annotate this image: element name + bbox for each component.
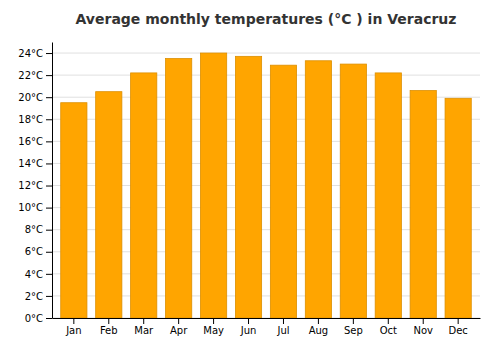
- chart-svg: 0°C 2°C 4°C 6°C 8°C 10°C 12°C 14°C 16°C 18°C 20°C 2…: [0, 0, 500, 350]
- tick: Oct: [380, 318, 397, 336]
- tick: 10°C: [18, 202, 52, 213]
- tick-label: Aug: [309, 325, 329, 336]
- bar: [61, 103, 87, 318]
- tick-mark: [46, 318, 52, 319]
- tick-label: 20°C: [18, 92, 43, 103]
- tick: 20°C: [18, 92, 52, 103]
- tick-mark: [73, 318, 74, 324]
- tick-mark: [353, 318, 354, 324]
- tick-mark: [458, 318, 459, 324]
- x-axis: Jan Feb Mar Apr May Jun Jul Aug Sep Oct Nov Dec: [53, 318, 481, 336]
- bar: [410, 91, 436, 318]
- chart-container: 0°C 2°C 4°C 6°C 8°C 10°C 12°C 14°C 16°C 18°C 20°C 2…: [0, 0, 500, 350]
- tick: Nov: [413, 318, 433, 336]
- tick-label: 16°C: [18, 136, 43, 147]
- tick-mark: [388, 318, 389, 324]
- bar: [200, 53, 226, 318]
- tick-label: 4°C: [25, 269, 43, 280]
- tick: Jul: [276, 318, 289, 336]
- tick-label: Oct: [380, 325, 397, 336]
- bar: [340, 64, 366, 318]
- tick-label: 2°C: [25, 291, 43, 302]
- tick-mark: [46, 97, 52, 98]
- tick-mark: [248, 318, 249, 324]
- bar: [375, 73, 401, 318]
- tick-label: 22°C: [18, 70, 43, 81]
- grid-line: [52, 53, 480, 54]
- tick-mark: [46, 186, 52, 187]
- tick-label: May: [203, 325, 224, 336]
- title: Average monthly temperatures (°C ) in Ve…: [76, 11, 457, 27]
- tick-mark: [143, 318, 144, 324]
- tick: 14°C: [18, 158, 52, 169]
- tick-label: 6°C: [25, 246, 43, 257]
- tick-label: Jul: [276, 325, 289, 336]
- tick: May: [203, 318, 224, 336]
- tick-label: Jun: [240, 325, 257, 336]
- tick: Mar: [134, 318, 154, 336]
- bar: [166, 59, 192, 318]
- tick-label: 12°C: [18, 180, 43, 191]
- tick-label: Sep: [344, 325, 363, 336]
- axis-line: [53, 318, 481, 319]
- tick: 0°C: [25, 313, 52, 324]
- bar: [96, 92, 122, 318]
- tick-mark: [178, 318, 179, 324]
- tick: 2°C: [25, 291, 52, 302]
- tick-label: Mar: [134, 325, 154, 336]
- tick: 18°C: [18, 114, 52, 125]
- tick: Aug: [309, 318, 329, 336]
- tick-label: 10°C: [18, 202, 43, 213]
- tick-mark: [108, 318, 109, 324]
- tick-label: 8°C: [25, 224, 43, 235]
- tick-mark: [46, 296, 52, 297]
- tick-mark: [46, 274, 52, 275]
- tick-mark: [46, 119, 52, 120]
- tick-mark: [213, 318, 214, 324]
- tick: Jun: [240, 318, 257, 336]
- axis-line: [52, 43, 53, 319]
- bars: [61, 53, 472, 318]
- tick-label: Apr: [170, 325, 188, 336]
- y-axis: 0°C 2°C 4°C 6°C 8°C 10°C 12°C 14°C 16°C 18°C 20°C 2…: [18, 43, 52, 324]
- tick-label: Nov: [413, 325, 433, 336]
- tick-label: Feb: [100, 325, 118, 336]
- tick-mark: [318, 318, 319, 324]
- plot-area: 0°C 2°C 4°C 6°C 8°C 10°C 12°C 14°C 16°C 18°C 20°C 2…: [18, 43, 480, 337]
- bar: [445, 98, 471, 318]
- bar: [270, 65, 296, 318]
- tick: 24°C: [18, 48, 52, 59]
- tick: 16°C: [18, 136, 52, 147]
- tick-label: 18°C: [18, 114, 43, 125]
- tick-mark: [46, 53, 52, 54]
- bar: [131, 73, 157, 318]
- tick: Sep: [344, 318, 363, 336]
- tick-label: Dec: [448, 325, 467, 336]
- bar: [305, 61, 331, 318]
- tick-mark: [283, 318, 284, 324]
- tick: 12°C: [18, 180, 52, 191]
- tick-mark: [423, 318, 424, 324]
- tick-mark: [46, 208, 52, 209]
- tick: 8°C: [25, 224, 52, 235]
- tick: 4°C: [25, 269, 52, 280]
- grid: [52, 53, 480, 318]
- grid-line: [52, 75, 480, 76]
- tick-label: 24°C: [18, 48, 43, 59]
- tick: 22°C: [18, 70, 52, 81]
- tick-mark: [46, 252, 52, 253]
- tick-mark: [46, 75, 52, 76]
- tick: Apr: [170, 318, 188, 336]
- tick-mark: [46, 230, 52, 231]
- tick: Feb: [100, 318, 118, 336]
- tick-label: 0°C: [25, 313, 43, 324]
- tick-label: Jan: [65, 325, 81, 336]
- tick-mark: [46, 141, 52, 142]
- tick-label: 14°C: [18, 158, 43, 169]
- tick: Jan: [65, 318, 81, 336]
- tick: 6°C: [25, 246, 52, 257]
- tick: Dec: [448, 318, 467, 336]
- bar: [235, 56, 261, 318]
- tick-mark: [46, 163, 52, 164]
